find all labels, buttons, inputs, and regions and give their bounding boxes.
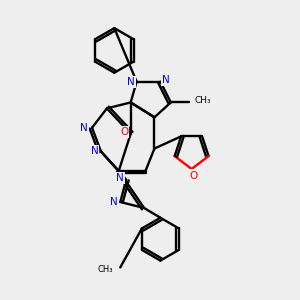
Text: CH₃: CH₃	[97, 265, 113, 274]
Text: N: N	[128, 76, 135, 87]
Text: O: O	[120, 127, 128, 137]
Text: N: N	[116, 173, 124, 183]
Text: N: N	[80, 123, 88, 133]
Text: N: N	[91, 146, 98, 157]
Text: O: O	[189, 170, 197, 181]
Text: CH₃: CH₃	[195, 97, 211, 106]
Text: N: N	[162, 75, 169, 85]
Text: N: N	[110, 197, 118, 207]
